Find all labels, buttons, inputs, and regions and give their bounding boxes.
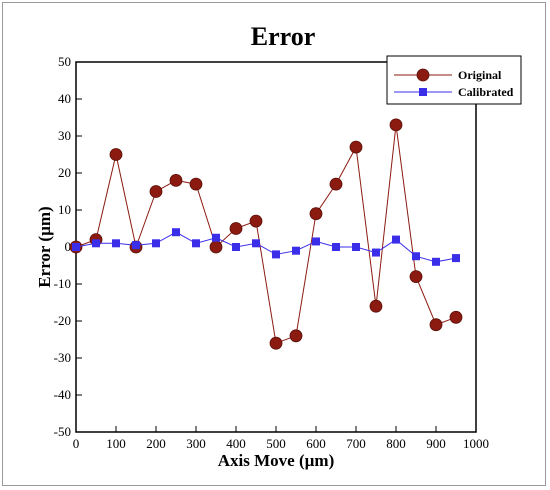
original-point <box>389 118 403 132</box>
y-axis-title: Error (µm) <box>35 206 54 287</box>
original-point <box>149 185 163 198</box>
calibrated-point <box>212 233 220 242</box>
y-tick-label: -20 <box>54 313 71 328</box>
legend-box <box>386 55 522 105</box>
calibrated-point <box>452 254 460 263</box>
calibrated-point <box>412 252 420 261</box>
original-point <box>189 177 203 191</box>
calibrated-point <box>312 237 320 246</box>
x-tick-label: 300 <box>186 436 206 451</box>
original-point <box>449 310 463 324</box>
original-point <box>369 299 383 313</box>
chart-title: Error <box>251 22 316 51</box>
y-tick-label: -50 <box>54 424 71 439</box>
original-legend-marker <box>416 68 430 82</box>
y-tick-label: 50 <box>58 54 71 69</box>
y-tick-label: 40 <box>58 91 71 106</box>
x-tick-label: 500 <box>266 436 286 451</box>
y-tick-label: -30 <box>54 350 71 365</box>
original-point <box>289 329 303 343</box>
y-tick-label: 20 <box>58 165 71 180</box>
calibrated-legend-marker <box>419 88 427 96</box>
original-point <box>229 222 243 235</box>
calibrated-point <box>192 239 200 248</box>
original-series <box>69 118 463 350</box>
calibrated-point <box>232 243 240 251</box>
original-point <box>249 214 263 228</box>
y-tick-label: 0 <box>65 239 72 254</box>
x-tick-label: 900 <box>426 436 446 451</box>
original-point <box>329 177 343 191</box>
calibrated-point <box>92 239 100 248</box>
calibrated-point <box>392 235 400 244</box>
calibrated-point <box>272 250 280 259</box>
legend: Original Calibrated <box>386 55 522 105</box>
original-point <box>349 140 363 154</box>
calibrated-point <box>112 239 120 248</box>
y-tick-label: -40 <box>54 387 71 402</box>
calibrated-point <box>132 241 140 250</box>
calibrated-point <box>432 257 440 266</box>
calibrated-series <box>72 228 460 266</box>
calibrated-point <box>332 243 340 251</box>
x-tick-label: 100 <box>106 436 126 451</box>
x-tick-label: 200 <box>146 436 166 451</box>
original-point <box>209 240 223 254</box>
original-point <box>169 173 183 187</box>
original-point <box>429 318 443 332</box>
calibrated-point <box>172 228 180 237</box>
calibrated-point <box>352 243 360 251</box>
calibrated-point <box>252 239 260 248</box>
original-line <box>75 124 457 344</box>
original-point <box>309 207 323 221</box>
y-tick-label: -10 <box>54 276 71 291</box>
x-axis-title: Axis Move (µm) <box>218 451 335 470</box>
y-tick-label: 30 <box>58 128 71 143</box>
calibrated-point <box>372 248 380 257</box>
calibrated-legend-label: Calibrated <box>458 85 514 99</box>
x-tick-label: 700 <box>346 436 366 451</box>
x-tick-label: 400 <box>226 436 246 451</box>
original-point <box>109 148 123 161</box>
calibrated-point <box>292 246 300 255</box>
calibrated-point <box>72 243 80 251</box>
x-tick-label: 800 <box>386 436 406 451</box>
calibrated-point <box>152 239 160 248</box>
y-tick-label: 10 <box>58 202 71 217</box>
x-tick-label: 1000 <box>463 436 489 451</box>
x-tick-label: 600 <box>306 436 326 451</box>
original-legend-label: Original <box>458 68 502 82</box>
original-point <box>269 336 283 350</box>
x-tick-label: 0 <box>73 436 80 451</box>
original-point <box>409 270 423 284</box>
